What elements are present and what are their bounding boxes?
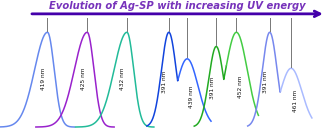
Text: 419 nm: 419 nm: [41, 68, 46, 90]
Text: 461 nm: 461 nm: [293, 90, 298, 112]
Text: 452 nm: 452 nm: [238, 76, 243, 98]
Text: 439 nm: 439 nm: [189, 86, 194, 108]
Text: 432 nm: 432 nm: [120, 68, 125, 90]
Text: Evolution of Ag-SP with increasing UV energy: Evolution of Ag-SP with increasing UV en…: [49, 1, 306, 11]
Text: 391 nm: 391 nm: [210, 77, 215, 99]
Text: 391 nm: 391 nm: [163, 71, 167, 93]
Text: 425 nm: 425 nm: [81, 68, 86, 90]
Text: 391 nm: 391 nm: [263, 71, 268, 93]
